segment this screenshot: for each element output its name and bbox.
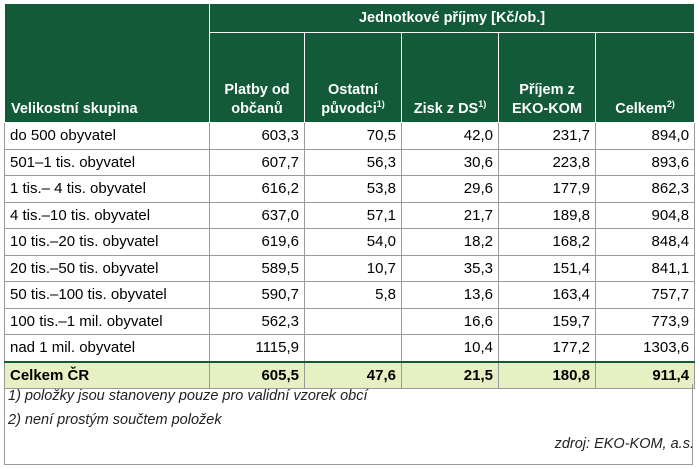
value-cell: 21,5 [401,360,499,389]
value-cell: 862,3 [594,175,696,203]
table-row: 50 tis.–100 tis. obyvatel 590,7 5,8 13,6 163… [4,281,696,309]
notes-frame [4,384,693,465]
value-cell: 47,6 [304,360,402,389]
value-cell: 180,8 [498,360,596,389]
value-cell: 57,1 [304,201,402,229]
table-row: 100 tis.–1 mil. obyvatel 562,3 16,6 159,7 77… [4,307,696,335]
column-header: Příjem z EKO-KOM [498,32,596,123]
value-cell: 589,5 [209,254,305,282]
value-cell: 189,8 [498,201,596,229]
value-cell: 911,4 [594,360,696,389]
footnote-marker: 1) [478,99,487,110]
value-cell: 35,3 [401,254,499,282]
column-header-label: Ostatní původci [321,82,378,117]
value-cell: 18,2 [401,228,499,256]
value-cell: 231,7 [498,122,596,150]
value-cell: 590,7 [209,281,305,309]
column-header-label: Celkem [615,101,667,117]
value-cell: 904,8 [594,201,696,229]
row-header: Velikostní skupina [4,32,210,123]
size-group-cell: 1 tis.– 4 tis. obyvatel [4,175,210,203]
value-cell: 616,2 [209,175,305,203]
value-cell: 757,7 [594,281,696,309]
size-group-cell: nad 1 mil. obyvatel [4,334,210,362]
value-cell: 30,6 [401,148,499,176]
value-cell [304,334,402,362]
size-group-cell: 4 tis.–10 tis. obyvatel [4,201,210,229]
income-table-container: Jednotkové příjmy [Kč/ob.] Velikostní sk… [4,3,696,389]
value-cell: 29,6 [401,175,499,203]
value-cell: 54,0 [304,228,402,256]
footnote-1: 1) položky jsou stanoveny pouze pro vali… [8,388,368,404]
column-header: Ostatní původci1) [304,32,402,123]
value-cell: 163,4 [498,281,596,309]
source-note: zdroj: EKO-KOM, a.s. [554,436,694,452]
value-cell: 5,8 [304,281,402,309]
column-header: Platby od občanů [209,32,305,123]
value-cell: 42,0 [401,122,499,150]
value-cell: 1115,9 [209,334,305,362]
column-header-label: Příjem z EKO-KOM [511,82,583,117]
value-cell: 848,4 [594,228,696,256]
table-row: 1 tis.– 4 tis. obyvatel 616,2 53,8 29,6 177,… [4,175,696,203]
size-group-cell: 10 tis.–20 tis. obyvatel [4,228,210,256]
value-cell: 56,3 [304,148,402,176]
value-cell: 773,9 [594,307,696,335]
value-cell: 603,3 [209,122,305,150]
size-group-cell: 50 tis.–100 tis. obyvatel [4,281,210,309]
value-cell: 619,6 [209,228,305,256]
total-row: Celkem ČR 605,5 47,6 21,5 180,8 911,4 [4,360,696,389]
value-cell: 13,6 [401,281,499,309]
value-cell [304,307,402,335]
group-header: Jednotkové příjmy [Kč/ob.] [208,3,696,33]
table-row: 10 tis.–20 tis. obyvatel 619,6 54,0 18,2 168… [4,228,696,256]
footnotes: 1) položky jsou stanoveny pouze pro vali… [4,384,694,432]
size-group-cell: Celkem ČR [4,360,210,389]
size-group-cell: do 500 obyvatel [4,122,210,150]
income-table: Jednotkové příjmy [Kč/ob.] Velikostní sk… [4,3,696,389]
value-cell: 894,0 [594,122,696,150]
value-cell: 562,3 [209,307,305,335]
size-group-cell: 20 tis.–50 tis. obyvatel [4,254,210,282]
column-header-label: Platby od občanů [224,82,290,117]
footnote-marker: 1) [376,99,385,110]
value-cell: 151,4 [498,254,596,282]
value-cell: 168,2 [498,228,596,256]
value-cell: 1303,6 [594,334,696,362]
value-cell: 223,8 [498,148,596,176]
value-cell: 893,6 [594,148,696,176]
value-cell: 637,0 [209,201,305,229]
table-row: 4 tis.–10 tis. obyvatel 637,0 57,1 21,7 189,… [4,201,696,229]
value-cell: 159,7 [498,307,596,335]
footnote-marker: 2) [666,99,675,110]
column-header-label: Zisk z DS [413,101,479,117]
value-cell: 53,8 [304,175,402,203]
table-row: nad 1 mil. obyvatel 1115,9 10,4 177,2 1303,6 [4,334,696,362]
footnote-2: 2) není prostým součtem položek [8,412,222,428]
value-cell: 177,9 [498,175,596,203]
value-cell: 177,2 [498,334,596,362]
table-row: 20 tis.–50 tis. obyvatel 589,5 10,7 35,3 151… [4,254,696,282]
table-row: do 500 obyvatel 603,3 70,5 42,0 231,7 894,0 [4,122,696,150]
header-corner [4,3,210,33]
size-group-cell: 100 tis.–1 mil. obyvatel [4,307,210,335]
value-cell: 607,7 [209,148,305,176]
column-header: Celkem2) [594,32,696,123]
value-cell: 10,7 [304,254,402,282]
value-cell: 16,6 [401,307,499,335]
size-group-cell: 501–1 tis. obyvatel [4,148,210,176]
column-header: Zisk z DS1) [401,32,499,123]
table-row: 501–1 tis. obyvatel 607,7 56,3 30,6 223,8 893… [4,148,696,176]
value-cell: 10,4 [401,334,499,362]
value-cell: 21,7 [401,201,499,229]
value-cell: 841,1 [594,254,696,282]
value-cell: 70,5 [304,122,402,150]
table-body: do 500 obyvatel 603,3 70,5 42,0 231,7 894,0 50… [4,122,696,389]
